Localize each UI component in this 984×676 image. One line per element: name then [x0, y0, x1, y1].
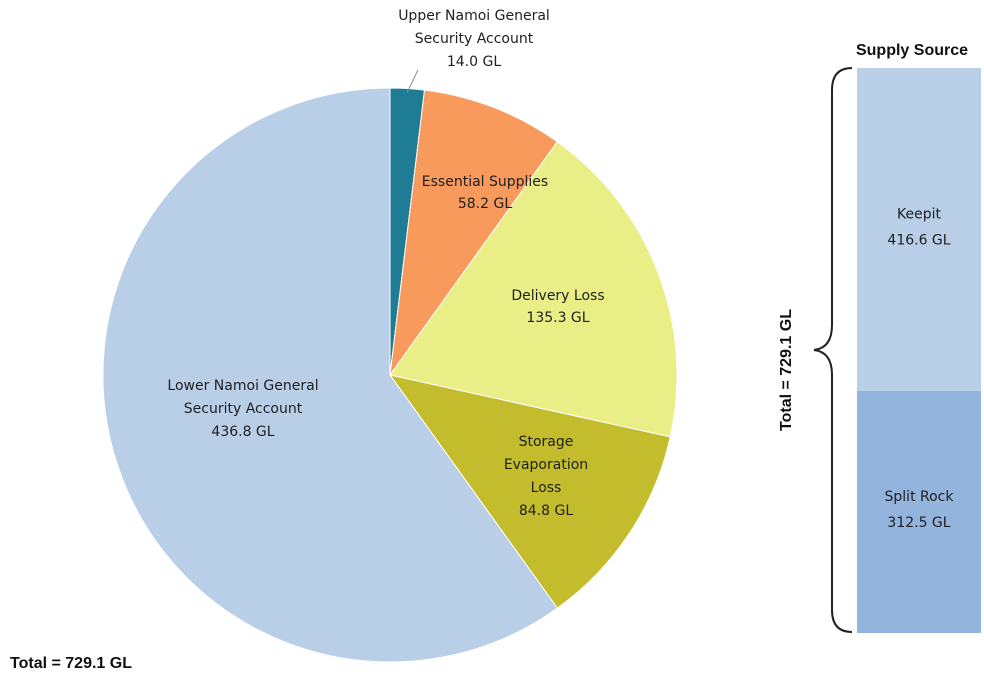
- bar-segment-split-rock: [857, 390, 981, 633]
- bar-title: Supply Source: [856, 42, 968, 59]
- pie-label-storage-evaporation-loss: Storage Evaporation Loss 84.8 GL: [504, 434, 588, 519]
- bar-label-split-rock: Split Rock 312.5 GL: [885, 489, 955, 531]
- bar-label-keepit: Keepit 416.6 GL: [887, 206, 950, 248]
- pie-label-essential-supplies: Essential Supplies 58.2 GL: [422, 174, 548, 212]
- bar-labels: Keepit 416.6 GL Split Rock 312.5 GL: [885, 206, 955, 531]
- total-brace: [813, 67, 853, 633]
- pie-slice-lower-namoi-general-security-account: [102, 87, 559, 663]
- pie-slice-delivery-loss: [389, 141, 678, 438]
- pie-label-delivery-loss: Delivery Loss 135.3 GL: [511, 288, 604, 326]
- pie-total-label: Total = 729.1 GL: [10, 655, 132, 672]
- stacked-bar: [857, 68, 981, 633]
- pie-label-lower-namoi-general-security-account: Lower Namoi General Security Account 436.8…: [167, 378, 318, 440]
- pie-labels: Upper Namoi General Security Account 14.0 …: [167, 8, 604, 519]
- pie-chart: [102, 87, 678, 663]
- pie-slice-storage-evaporation-loss: [388, 374, 671, 609]
- pie-label-upper-namoi-general-security-account: Upper Namoi General Security Account 14.0 …: [398, 8, 550, 70]
- bar-segment-keepit: [857, 68, 981, 391]
- pie-slice-essential-supplies: [389, 89, 558, 376]
- pie-leader-line: [406, 69, 419, 93]
- bar-total-label: Total = 729.1 GL: [778, 309, 795, 431]
